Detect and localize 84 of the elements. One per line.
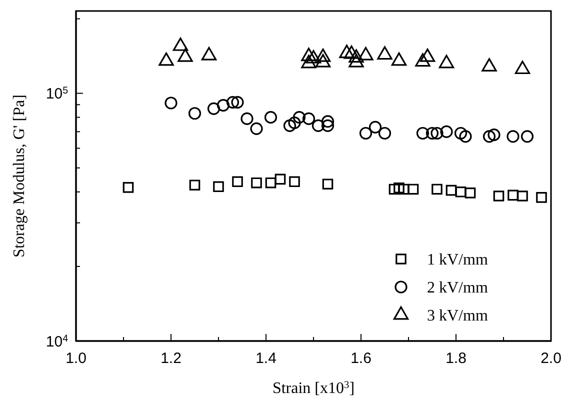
point — [226, 96, 240, 109]
point — [438, 54, 454, 68]
point — [440, 125, 453, 138]
point — [240, 112, 254, 125]
point — [122, 182, 134, 193]
y-tick-label: 10$^{5}$ — [46, 85, 69, 103]
point — [464, 188, 476, 198]
point — [321, 119, 334, 132]
point — [306, 50, 322, 64]
x-tick-label: 1.2 — [160, 350, 182, 367]
point — [430, 126, 444, 140]
x-tick-label: 1.4 — [256, 350, 276, 367]
point — [339, 44, 354, 58]
x-axis-title: Strain [x10$^{3}$] — [272, 380, 355, 397]
point — [368, 120, 382, 134]
point — [321, 115, 334, 128]
point — [459, 130, 472, 143]
point — [283, 119, 296, 132]
point — [391, 52, 407, 66]
point — [301, 54, 316, 68]
point — [408, 184, 419, 195]
x-tick-label: 1.0 — [66, 350, 86, 367]
point — [388, 184, 400, 195]
point — [348, 49, 364, 63]
point — [265, 177, 276, 188]
legend-label: 2 kV/mm — [427, 280, 488, 297]
point — [426, 126, 439, 140]
point — [164, 96, 178, 110]
point — [312, 119, 325, 132]
point — [482, 130, 496, 143]
point — [264, 111, 278, 124]
point — [315, 54, 331, 68]
x-tick-label: 2.0 — [540, 350, 562, 367]
point — [488, 128, 500, 142]
legend-label: 3 kV/mm — [427, 308, 488, 325]
point — [188, 107, 202, 120]
point — [416, 126, 430, 140]
point — [398, 184, 410, 195]
point — [292, 111, 306, 124]
point — [514, 60, 530, 74]
point — [493, 190, 504, 202]
y-axis-title: Storage Modulus, G' [Pa] — [11, 94, 28, 258]
point — [517, 190, 528, 202]
point — [216, 98, 230, 112]
point — [288, 116, 301, 130]
point — [201, 46, 217, 60]
point — [322, 178, 334, 190]
point — [506, 130, 520, 143]
point — [207, 102, 220, 115]
point — [415, 53, 430, 67]
point — [446, 184, 457, 196]
point — [274, 174, 286, 185]
point — [420, 48, 436, 62]
point — [213, 181, 224, 192]
x-tick-label: 1.8 — [446, 350, 466, 367]
point — [231, 96, 244, 109]
point — [289, 176, 300, 188]
point — [315, 48, 331, 62]
point — [454, 126, 468, 140]
point — [250, 122, 263, 135]
point — [432, 184, 442, 195]
legend-label: 1 kV/mm — [427, 252, 488, 269]
point — [482, 58, 497, 72]
point — [348, 54, 364, 68]
point — [178, 48, 193, 62]
point — [455, 186, 466, 198]
point — [172, 38, 188, 51]
point — [536, 192, 547, 203]
point — [377, 46, 392, 60]
point — [189, 180, 200, 191]
y-tick-label: 10$^{4}$ — [46, 332, 69, 350]
point — [359, 126, 372, 140]
point — [344, 45, 360, 59]
point — [520, 130, 534, 143]
point — [302, 112, 316, 125]
point — [158, 52, 174, 66]
point — [394, 182, 404, 194]
point — [232, 176, 243, 188]
point — [358, 46, 374, 60]
point — [301, 48, 316, 62]
x-tick-label: 1.6 — [350, 350, 372, 367]
point — [251, 177, 262, 188]
point — [508, 190, 518, 201]
point — [378, 126, 392, 140]
